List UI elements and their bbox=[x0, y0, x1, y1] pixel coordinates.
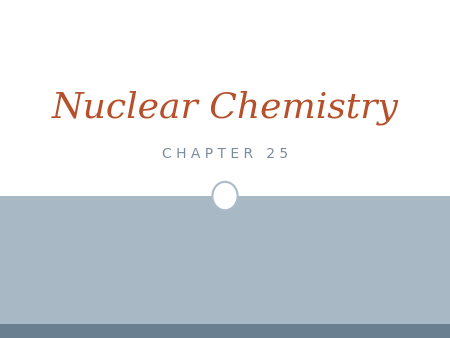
Bar bbox=[0, 0, 450, 196]
Bar bbox=[0, 196, 450, 324]
Bar bbox=[0, 324, 450, 338]
Ellipse shape bbox=[212, 182, 238, 210]
Text: Nuclear Chemistry: Nuclear Chemistry bbox=[52, 91, 398, 125]
Text: C H A P T E R   2 5: C H A P T E R 2 5 bbox=[162, 147, 288, 161]
